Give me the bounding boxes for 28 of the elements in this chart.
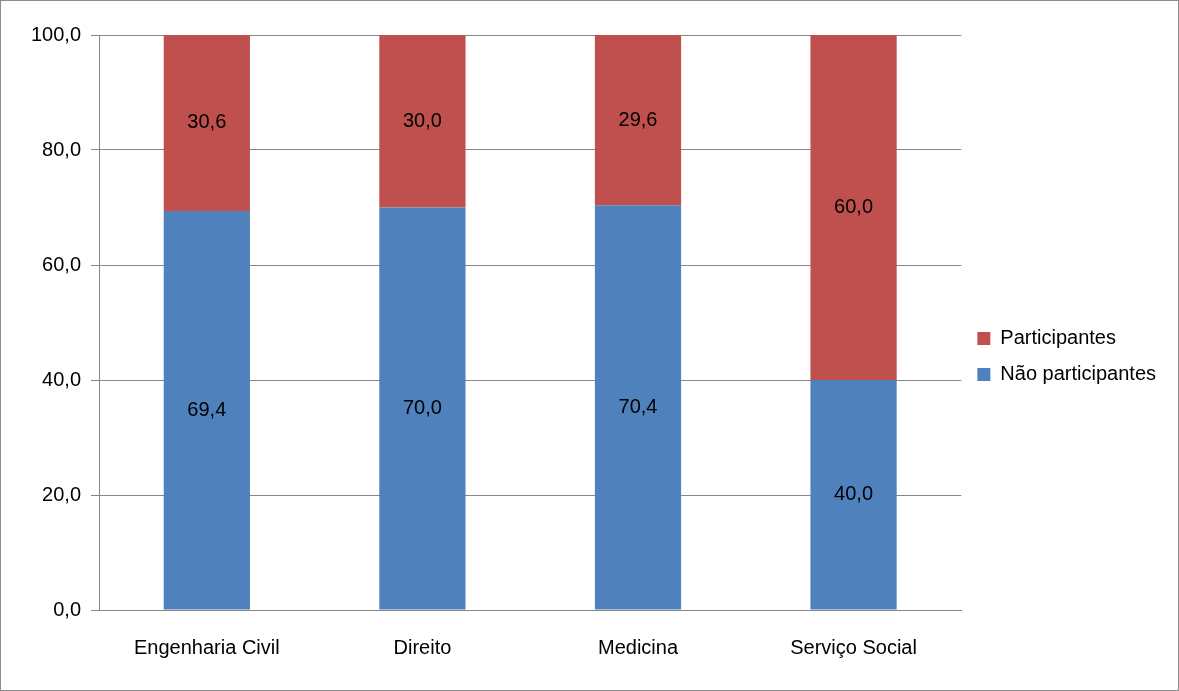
legend-label: Não participantes (1000, 362, 1157, 385)
x-tick-label: Serviço Social (790, 635, 917, 658)
data-label: 60,0 (834, 195, 874, 218)
y-tick-label: 80,0 (42, 137, 82, 160)
x-tick-label: Engenharia Civil (134, 635, 280, 658)
y-tick-label: 40,0 (42, 367, 82, 390)
bar (810, 380, 897, 610)
data-label: 29,6 (618, 107, 658, 130)
y-tick-label: 100,0 (30, 22, 82, 45)
y-tick-label: 20,0 (42, 482, 82, 505)
bar (163, 210, 250, 610)
bar (594, 35, 682, 206)
data-label: 30,6 (187, 110, 227, 133)
x-tick-label: Medicina (597, 635, 679, 658)
y-tick-label: 60,0 (42, 252, 82, 275)
bar (810, 35, 897, 380)
bar (379, 207, 466, 610)
data-label: 40,0 (834, 482, 874, 505)
bar (379, 35, 466, 208)
y-tick-label: 0,0 (53, 597, 82, 620)
data-label: 69,4 (187, 397, 227, 420)
legend-label: Participantes (1000, 326, 1116, 349)
x-tick-label: Direito (393, 635, 452, 658)
data-label: 70,4 (618, 394, 658, 417)
data-label: 70,0 (402, 396, 442, 419)
data-label: 30,0 (402, 108, 442, 131)
bar (594, 205, 682, 610)
bar (163, 35, 250, 211)
